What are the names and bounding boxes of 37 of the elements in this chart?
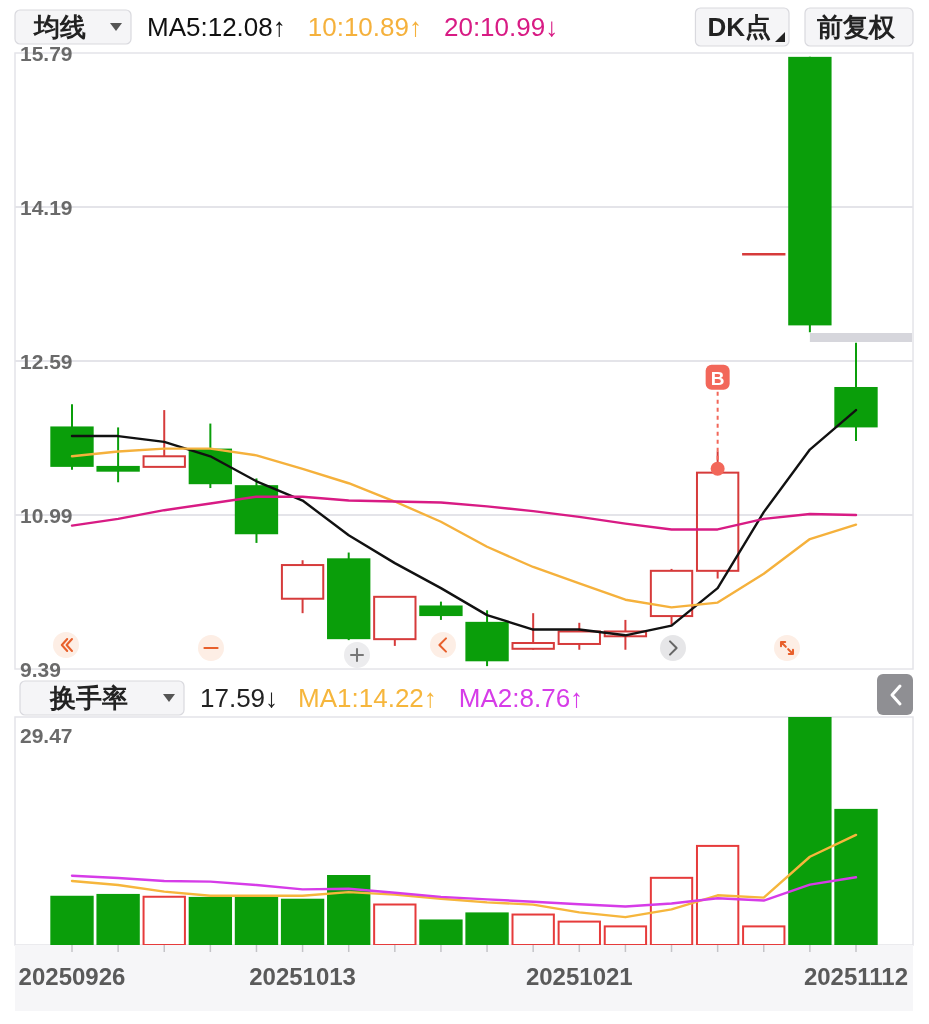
y-tick-label: 15.79 <box>20 41 73 65</box>
y-tick-label: 12.59 <box>20 349 73 373</box>
y-tick-label: 9.39 <box>20 657 61 681</box>
text: 17.59↓ <box>200 683 279 713</box>
text: MA5:12.08↑ <box>147 12 286 42</box>
annotation: 29.47 <box>20 724 73 747</box>
y-tick-label: 10.99 <box>20 503 73 527</box>
bar <box>280 898 325 945</box>
text: MA2:8.76↑ <box>458 683 584 713</box>
candlestick <box>142 409 186 468</box>
x-tick-label: 20251021 <box>525 963 633 990</box>
bar <box>96 893 140 945</box>
y-tick-label: 14.19 <box>20 195 73 219</box>
bar <box>188 896 233 945</box>
text: MA1:14.22↑ <box>298 683 437 713</box>
bar <box>419 919 463 945</box>
text: 10:10.89↑ <box>307 12 422 42</box>
text: 20:10.99↓ <box>443 12 559 42</box>
chart-title: 换手率 <box>49 683 128 713</box>
text: DK点 <box>707 12 771 42</box>
bar <box>465 912 509 945</box>
bar <box>50 895 94 945</box>
x-tick-label: 20250926 <box>18 963 126 990</box>
x-tick-label: 20251013 <box>249 963 356 990</box>
line-series <box>70 408 858 637</box>
bar <box>327 875 371 945</box>
line-series <box>70 447 858 609</box>
candlestick <box>96 426 140 484</box>
bar <box>234 896 279 945</box>
bar <box>834 808 878 945</box>
text: B <box>710 367 725 389</box>
bar <box>788 717 832 945</box>
chart-title: 均线 <box>32 12 86 42</box>
line-series <box>70 495 858 531</box>
candlestick <box>373 595 417 647</box>
text: 前复权 <box>816 12 896 42</box>
x-tick-label: 20251112 <box>803 963 909 990</box>
